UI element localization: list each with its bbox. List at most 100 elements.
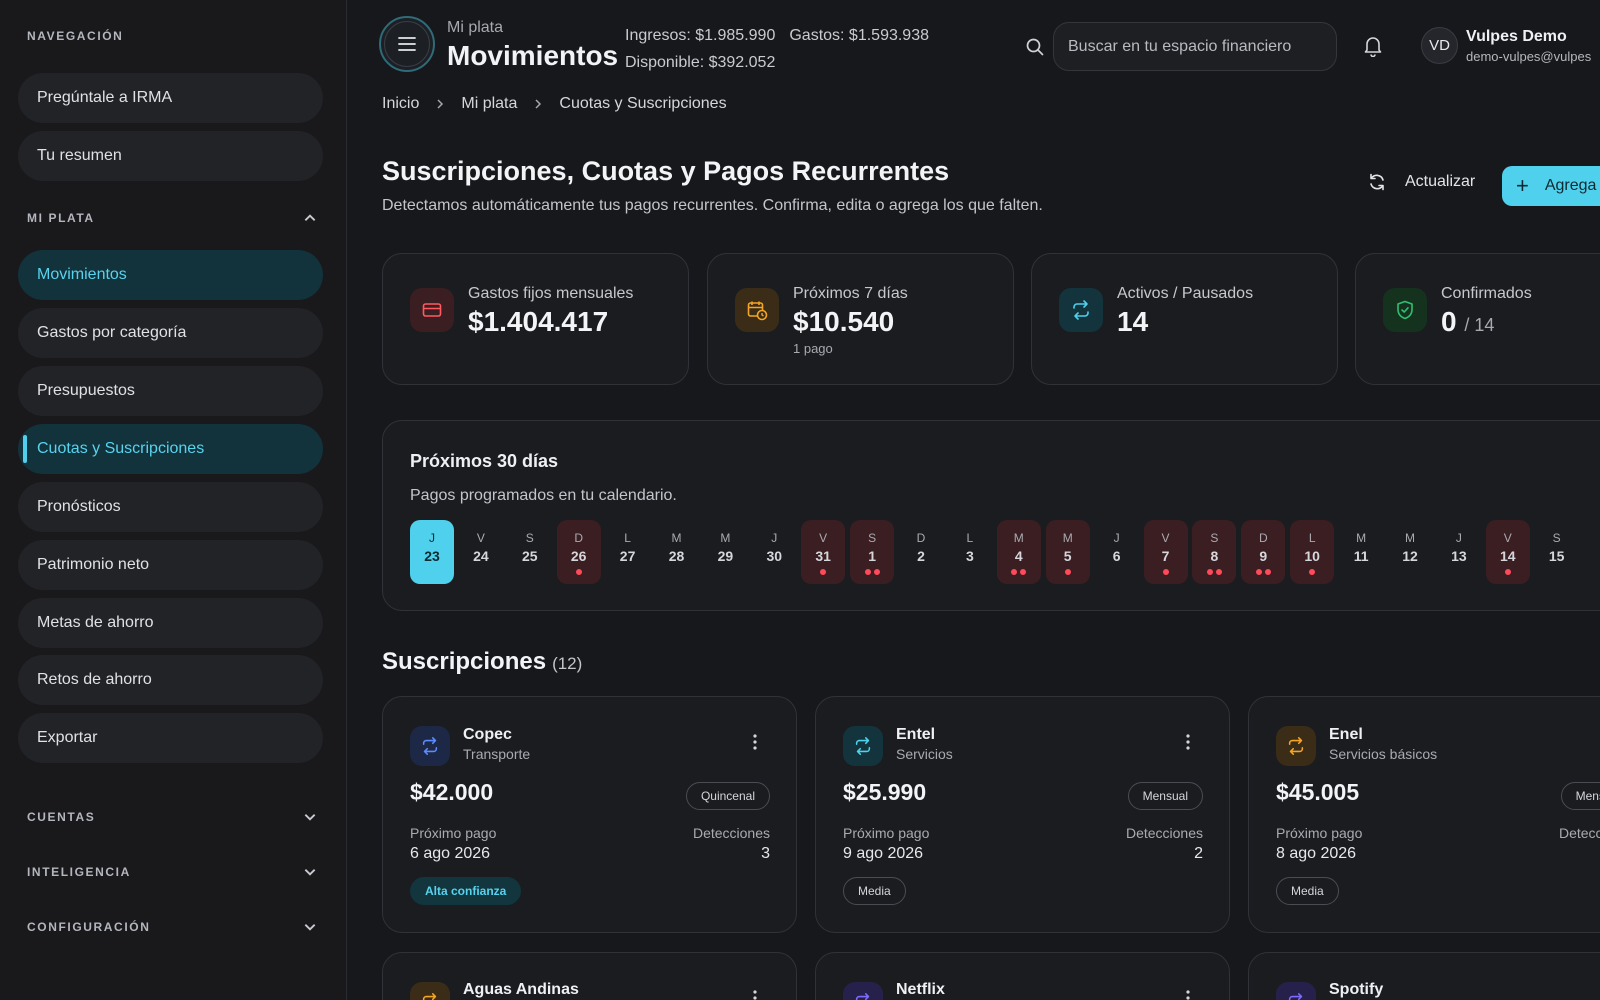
detections-label: Detecciones (692, 825, 770, 841)
calendar-day[interactable]: J 13 (1437, 520, 1481, 584)
refresh-button[interactable]: Actualizar (1367, 172, 1475, 192)
stat-value-number: 0 (1441, 306, 1457, 337)
sidebar-item-patrimonio-neto[interactable]: Patrimonio neto (18, 540, 323, 590)
subscription-card-spotify[interactable]: Spotify (1248, 952, 1600, 1000)
breadcrumb-inicio[interactable]: Inicio (382, 95, 420, 112)
calendar-day-today[interactable]: J 23 (410, 520, 454, 584)
subscription-card-entel[interactable]: Entel Servicios $25.990 Mensual Próximo … (815, 696, 1230, 933)
payment-dot (1309, 569, 1316, 575)
sidebar-item-exportar[interactable]: Exportar (18, 713, 323, 763)
sidebar-item-presupuestos[interactable]: Presupuestos (18, 366, 323, 416)
calendar-day-number: 8 (1210, 548, 1219, 564)
payment-dot (1011, 569, 1018, 575)
calendar-day[interactable]: M 12 (1388, 520, 1432, 584)
repeat-icon (843, 726, 883, 766)
calendar-day-number: 7 (1161, 548, 1170, 564)
calendar-day[interactable]: M 29 (703, 520, 747, 584)
payment-dot (1162, 569, 1169, 575)
sidebar-item-preguntale-irma[interactable]: Pregúntale a IRMA (18, 73, 323, 123)
calendar-weekday: M (1405, 531, 1415, 545)
more-options-icon[interactable] (1185, 989, 1191, 1000)
calendar-day[interactable]: J 30 (752, 520, 796, 584)
inteligencia-section-toggle[interactable]: INTELIGENCIA (27, 865, 317, 879)
next-payment-label: Próximo pago (410, 825, 497, 841)
payment-dots (1290, 569, 1334, 577)
payment-dots (1192, 569, 1236, 577)
calendar-day-number: 23 (424, 548, 440, 564)
add-button[interactable]: + Agrega (1502, 166, 1600, 206)
section-label: INTELIGENCIA (27, 865, 131, 879)
subscription-name: Spotify (1329, 981, 1384, 998)
calendar-day[interactable]: M 11 (1339, 520, 1383, 584)
calendar-day[interactable]: S 15 (1535, 520, 1579, 584)
section-label: CONFIGURACIÓN (27, 920, 151, 934)
subscription-card-aguas-andinas[interactable]: Aguas Andinas (382, 952, 797, 1000)
configuracion-section-toggle[interactable]: CONFIGURACIÓN (27, 920, 317, 934)
payment-dots (1046, 569, 1090, 577)
subscription-amount: $45.005 (1276, 779, 1360, 805)
notifications-bell-icon[interactable] (1363, 35, 1383, 58)
search-input[interactable] (1068, 37, 1328, 56)
detections-count: 3 (761, 845, 770, 862)
subscription-amount: $25.990 (843, 779, 927, 805)
calendar-weekday: S (1210, 531, 1219, 545)
more-options-icon[interactable] (1185, 733, 1191, 751)
calendar-day[interactable]: D 26 (556, 520, 601, 584)
sidebar-item-label: Cuotas y Suscripciones (37, 440, 205, 457)
mi-plata-section-toggle[interactable]: MI PLATA (27, 211, 317, 225)
subscription-name: Enel (1329, 726, 1363, 743)
header-subtitle: Mi plata (447, 19, 504, 36)
menu-button[interactable] (379, 16, 435, 72)
search-field[interactable] (1053, 22, 1337, 71)
calendar-day-number: 3 (965, 548, 974, 564)
sidebar-item-movimientos[interactable]: Movimientos (18, 250, 323, 300)
subscription-category: Servicios (896, 746, 953, 762)
stat-card-confirmados: Confirmados 0 / 14 (1355, 253, 1600, 385)
calendar-day[interactable]: M 28 (655, 520, 699, 584)
calendar-clock-icon (735, 288, 779, 332)
subscription-card-enel[interactable]: Enel Servicios básicos $45.005 Mensual P… (1248, 696, 1600, 933)
upcoming-calendar: Próximos 30 días Pagos programados en tu… (382, 420, 1600, 611)
calendar-day-number: 27 (619, 548, 636, 564)
subscription-name: Entel (896, 726, 936, 743)
calendar-weekday: S (1552, 531, 1561, 545)
sidebar-item-metas-ahorro[interactable]: Metas de ahorro (18, 598, 323, 648)
breadcrumb-mi-plata[interactable]: Mi plata (461, 95, 518, 112)
more-options-icon[interactable] (752, 733, 758, 751)
calendar-weekday: L (624, 531, 631, 545)
section-label: CUENTAS (27, 810, 96, 824)
calendar-weekday: D (574, 531, 584, 545)
calendar-weekday: J (1455, 531, 1462, 545)
more-options-icon[interactable] (752, 989, 758, 1000)
subscription-card-netflix[interactable]: Netflix (815, 952, 1230, 1000)
sidebar-item-tu-resumen[interactable]: Tu resumen (18, 131, 323, 181)
cuentas-section-toggle[interactable]: CUENTAS (27, 810, 317, 824)
calendar-day-number: 1 (868, 548, 876, 564)
mi-plata-heading-label: MI PLATA (27, 211, 95, 225)
calendar-day-number: 6 (1112, 548, 1121, 564)
calendar-weekday: M (1013, 531, 1024, 545)
subscription-card-copec[interactable]: Copec Transporte $42.000 Quincenal Próxi… (382, 696, 797, 933)
sidebar-item-cuotas-suscripciones[interactable]: Cuotas y Suscripciones (18, 424, 323, 474)
header-summary: Ingresos: $1.985.990 Gastos: $1.593.938 D… (625, 22, 943, 76)
calendar-day[interactable]: L 27 (606, 520, 650, 584)
calendar-day[interactable]: S 25 (508, 520, 552, 584)
sidebar-item-retos-ahorro[interactable]: Retos de ahorro (18, 655, 323, 705)
sidebar-item-gastos-categoria[interactable]: Gastos por categoría (18, 308, 323, 358)
calendar-day[interactable]: V 14 (1485, 520, 1530, 584)
calendar-day[interactable]: V 31 (801, 520, 846, 584)
calendar-day[interactable]: L 10 (1290, 520, 1335, 584)
avatar[interactable]: VD (1421, 27, 1458, 64)
payment-dot (820, 569, 827, 575)
calendar-day[interactable]: V 24 (459, 520, 503, 584)
sidebar-item-pronosticos[interactable]: Pronósticos (18, 482, 323, 532)
